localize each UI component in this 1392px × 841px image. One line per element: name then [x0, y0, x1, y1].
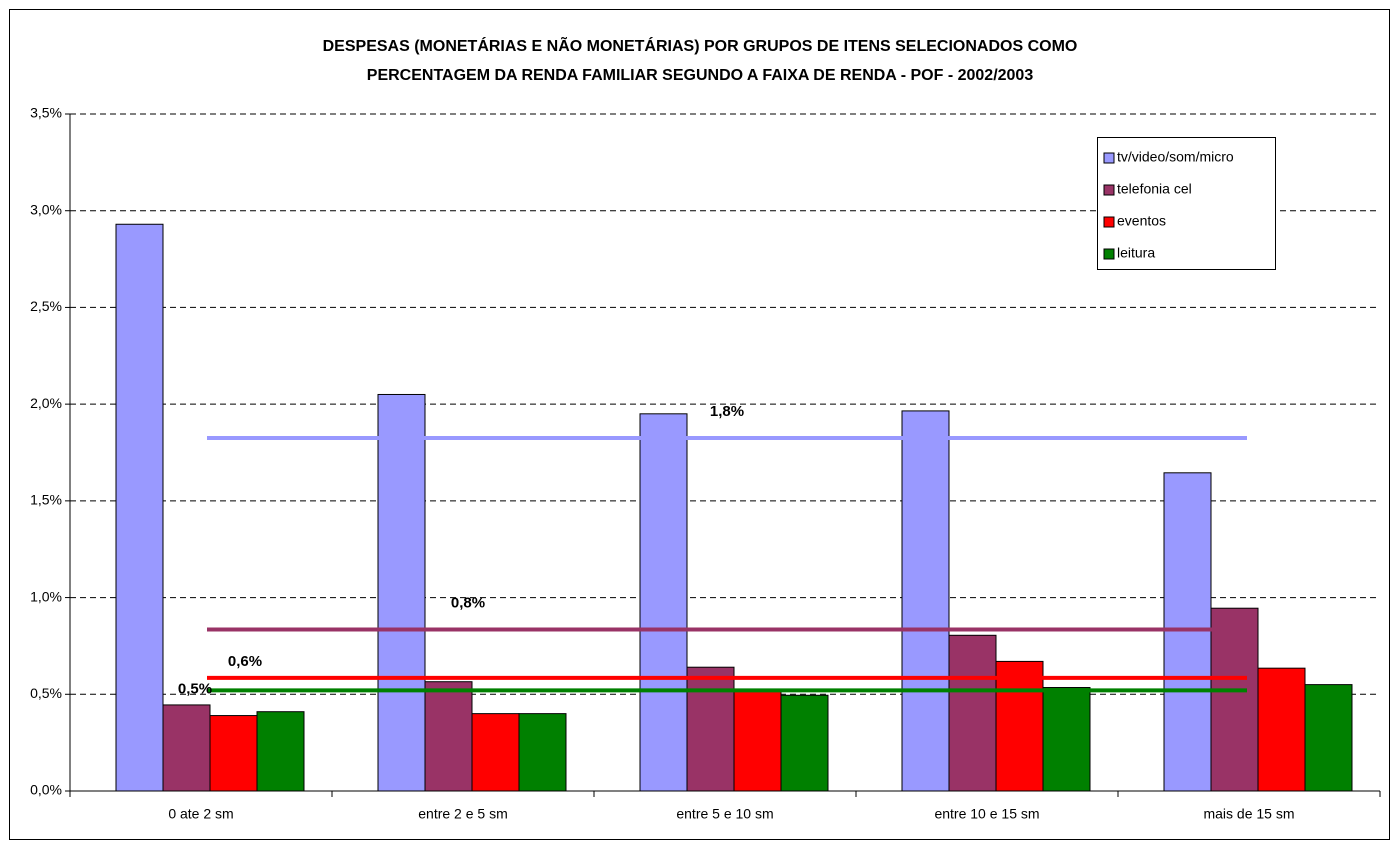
bar [256, 711, 305, 792]
y-tick-label: 1,5% [30, 492, 62, 508]
bar [1304, 684, 1353, 792]
x-tick-label: mais de 15 sm [1203, 806, 1294, 822]
legend-label: telefonia cel [1117, 181, 1192, 197]
legend-swatch [1103, 248, 1115, 260]
bar [948, 634, 997, 792]
bar [639, 413, 688, 792]
legend-swatch [1103, 184, 1115, 196]
bar [115, 223, 164, 792]
bar [1042, 687, 1091, 792]
chart-title: PERCENTAGEM DA RENDA FAMILIAR SEGUNDO A … [367, 67, 1034, 84]
x-tick-label: 0 ate 2 sm [168, 806, 233, 822]
legend-swatch [1103, 152, 1115, 164]
bar [1163, 472, 1212, 792]
bar [424, 681, 473, 792]
x-tick-label: entre 5 e 10 sm [676, 806, 773, 822]
y-tick-label: 2,5% [30, 298, 62, 314]
average-label: 0,6% [228, 653, 262, 670]
average-label: 0,8% [451, 594, 485, 611]
y-tick-label: 2,0% [30, 395, 62, 411]
legend-swatch [1103, 216, 1115, 228]
average-label: 0,5% [178, 680, 212, 697]
bar [518, 713, 567, 792]
bar [209, 715, 258, 792]
average-label: 1,8% [710, 403, 744, 420]
bar [1257, 667, 1306, 792]
x-tick-label: entre 10 e 15 sm [934, 806, 1039, 822]
y-tick-label: 1,0% [30, 588, 62, 604]
y-tick-label: 3,5% [30, 105, 62, 121]
legend-label: leitura [1117, 245, 1155, 261]
bar [686, 666, 735, 792]
bar [162, 704, 211, 792]
bar [901, 410, 950, 792]
x-tick-label: entre 2 e 5 sm [418, 806, 508, 822]
y-tick-label: 0,5% [30, 685, 62, 701]
chart-title: DESPESAS (MONETÁRIAS E NÃO MONETÁRIAS) P… [323, 35, 1078, 55]
bar [377, 393, 426, 792]
bar [995, 660, 1044, 792]
legend-label: eventos [1117, 213, 1166, 229]
legend-label: tv/video/som/micro [1117, 149, 1234, 165]
bar [780, 694, 829, 792]
bar [471, 713, 520, 792]
legend [1097, 137, 1276, 270]
bar [733, 689, 782, 792]
y-tick-label: 0,0% [30, 782, 62, 798]
bar [1210, 607, 1259, 792]
y-tick-label: 3,0% [30, 201, 62, 217]
